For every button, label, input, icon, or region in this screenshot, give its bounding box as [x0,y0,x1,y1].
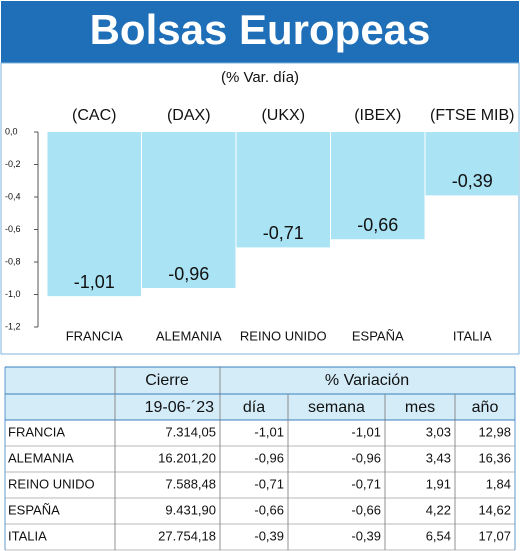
table-subheader: mes [405,399,435,416]
y-tick-label: -0,6 [5,224,21,234]
x-tick-label: ESPAÑA [352,328,404,343]
table-subheader: año [472,399,499,416]
table-cell: 27.754,18 [158,528,216,543]
table-subheader: 19-06-´23 [145,399,214,416]
row-name: ESPAÑA [8,502,60,517]
table-cell: 17,07 [478,528,511,543]
table-cell: 6,54 [426,528,451,543]
table-cell: 14,62 [478,502,511,517]
bar [236,132,330,248]
table-cell: 12,98 [478,424,511,439]
row-name: FRANCIA [8,424,65,439]
table-cell: -1,01 [254,424,284,439]
ticker-label: (UKX) [261,107,305,124]
table-cell: -0,66 [351,502,381,517]
ticker-label: (IBEX) [354,107,401,124]
data-label: -0,66 [357,215,398,235]
x-tick-label: ITALIA [453,328,492,343]
table-cell: 7.588,48 [165,476,216,491]
table-cell: 1,91 [426,476,451,491]
table-cell: -1,01 [351,424,381,439]
table-cell: 16.201,20 [158,450,216,465]
bar [47,132,141,297]
x-tick-label: FRANCIA [66,328,123,343]
bar [425,132,519,196]
ticker-label: (CAC) [72,107,116,124]
data-label: -0,96 [168,264,209,284]
table-cell: -0,71 [254,476,284,491]
table-cell: 16,36 [478,450,511,465]
chart-frame [0,62,520,355]
data-label: -0,71 [263,223,304,243]
subtitle: (% Var. día) [221,69,299,86]
table-subheader: día [243,399,265,416]
y-tick-label: -0,2 [5,159,21,169]
table-cell: -0,39 [351,528,381,543]
x-tick-label: ALEMANIA [156,328,222,343]
bar [331,132,425,240]
data-label: -1,01 [74,272,115,292]
row-name: ALEMANIA [8,450,74,465]
table-header: % Variación [325,372,409,389]
table-cell: -0,96 [351,450,381,465]
table-cell: 3,43 [426,450,451,465]
table-cell: 3,03 [426,424,451,439]
row-name: REINO UNIDO [8,476,95,491]
table-cell: -0,71 [351,476,381,491]
table-cell: 4,22 [426,502,451,517]
table-cell: 7.314,05 [165,424,216,439]
x-tick-label: REINO UNIDO [240,328,327,343]
title-banner [1,1,519,63]
y-tick-label: -1,0 [5,289,21,299]
y-tick-label: -0,8 [5,256,21,266]
table-header: Cierre [145,372,189,389]
title: Bolsas Europeas [90,6,431,53]
ticker-label: (FTSE MIB) [430,107,514,124]
y-tick-label: -0,4 [5,191,21,201]
data-label: -0,39 [452,171,493,191]
table-cell: -0,66 [254,502,284,517]
table-subheader: semana [308,399,365,416]
y-tick-label: 0,0 [5,126,18,136]
ticker-label: (DAX) [167,107,211,124]
table-cell: -0,39 [254,528,284,543]
table-cell: 1,84 [486,476,511,491]
table-cell: 9.431,90 [165,502,216,517]
row-name: ITALIA [8,528,47,543]
y-tick-label: -1,2 [5,321,21,331]
bar [142,132,236,288]
table-cell: -0,96 [254,450,284,465]
